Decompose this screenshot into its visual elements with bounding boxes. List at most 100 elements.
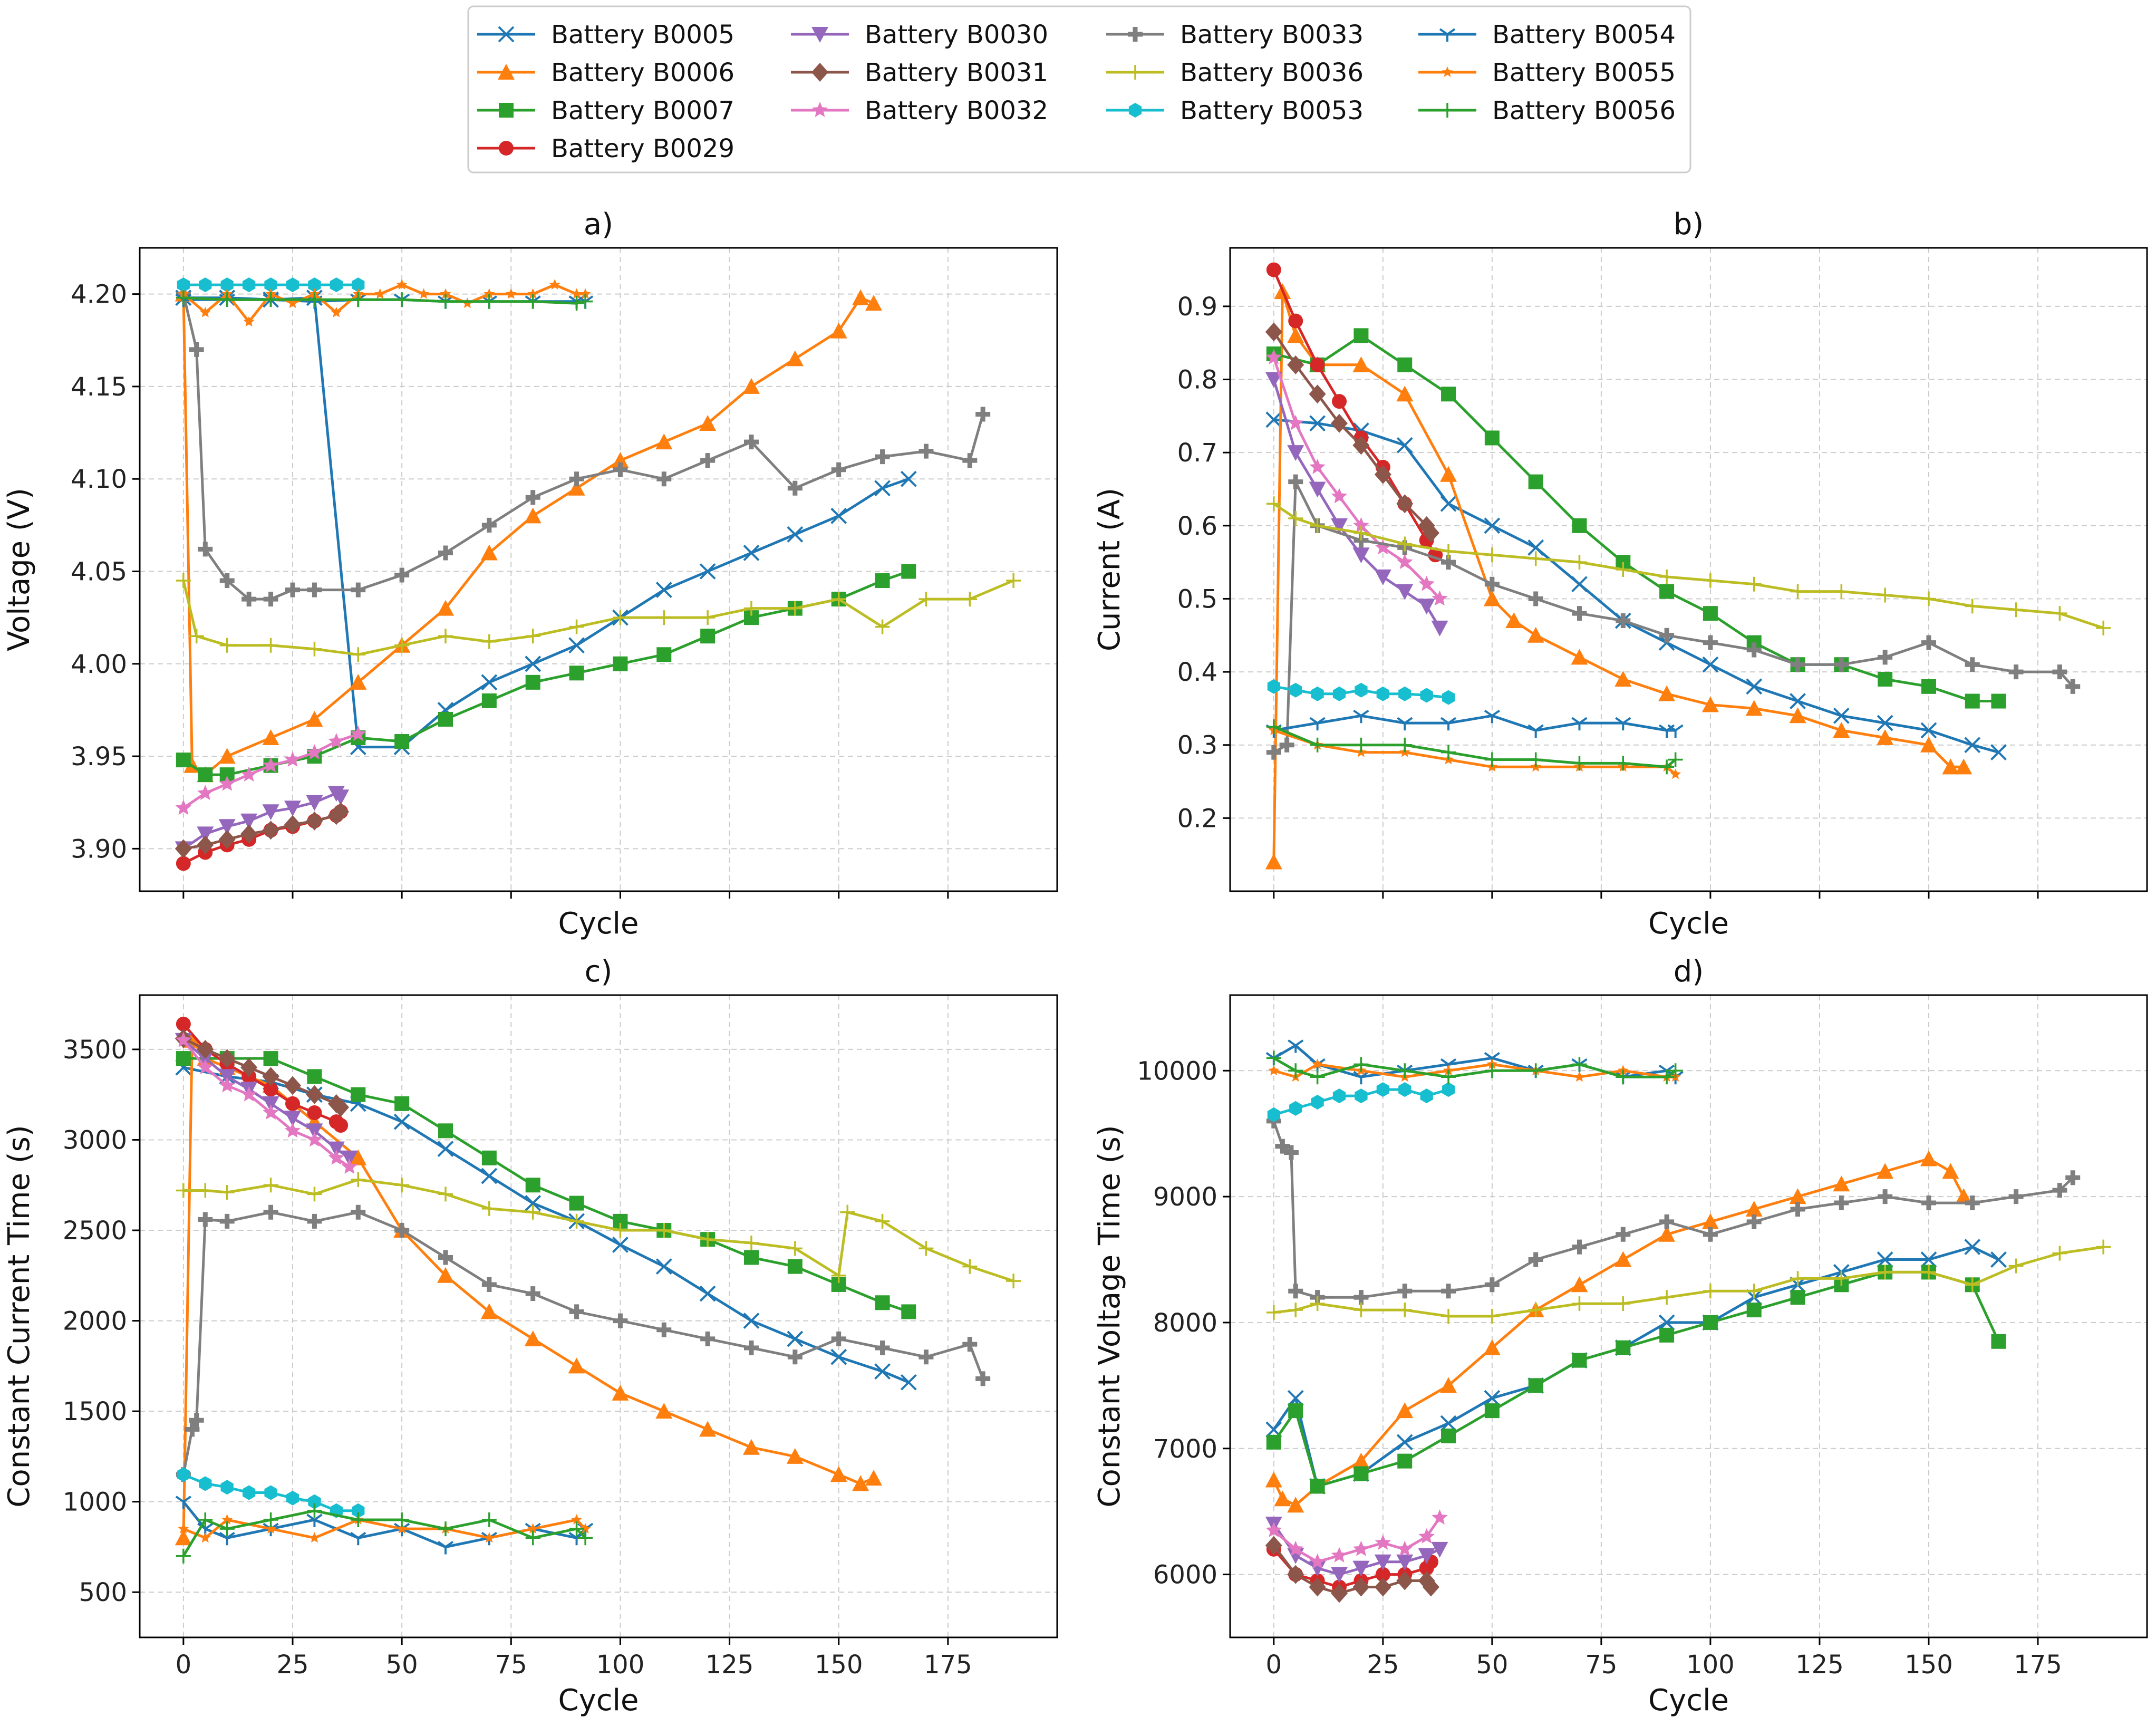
legend-item-battery-b0036[interactable]: Battery B0036 xyxy=(1106,58,1364,88)
data-point xyxy=(307,582,322,597)
data-point xyxy=(438,1250,453,1265)
data-point xyxy=(744,1250,759,1265)
data-point xyxy=(1920,1251,1937,1268)
y-axis-label: Voltage (V) xyxy=(2,488,36,651)
legend-item-battery-b0031[interactable]: Battery B0031 xyxy=(791,58,1048,88)
data-point xyxy=(1440,717,1457,731)
legend-label: Battery B0030 xyxy=(865,20,1048,50)
data-point xyxy=(394,292,410,307)
data-point xyxy=(1418,1548,1435,1564)
data-point xyxy=(1006,573,1021,589)
legend-item-battery-b0054[interactable]: Battery B0054 xyxy=(1418,20,1676,50)
panel-title: a) xyxy=(584,207,613,242)
data-point xyxy=(655,433,673,450)
data-point xyxy=(1572,1296,1587,1312)
data-point xyxy=(307,1105,322,1121)
data-point xyxy=(198,1512,213,1527)
data-point xyxy=(175,839,192,859)
data-point xyxy=(2008,1189,2024,1204)
data-point xyxy=(1878,587,1893,603)
data-point xyxy=(1309,1560,1326,1577)
data-point xyxy=(744,435,759,450)
data-point xyxy=(394,1096,410,1111)
data-point xyxy=(262,804,279,821)
series-battery-b0030 xyxy=(1265,372,1448,637)
data-point xyxy=(1353,328,1369,343)
data-point xyxy=(568,1357,585,1374)
data-point xyxy=(830,322,847,339)
legend: Battery B0005 Battery B0006 Battery B0007 B… xyxy=(467,5,1691,173)
data-point xyxy=(1352,1560,1370,1577)
data-point xyxy=(962,1337,978,1352)
data-point xyxy=(874,480,891,497)
data-point xyxy=(438,294,453,309)
data-point xyxy=(1310,1069,1325,1085)
data-point xyxy=(1942,1163,1959,1179)
data-point xyxy=(1670,768,1681,779)
data-point xyxy=(700,453,716,468)
data-point xyxy=(1275,1139,1290,1154)
data-point xyxy=(1790,1202,1805,1217)
data-point xyxy=(333,1118,349,1133)
data-point xyxy=(1574,1071,1585,1082)
data-point xyxy=(263,1204,278,1220)
data-point xyxy=(1878,1265,1893,1280)
data-point xyxy=(962,592,978,607)
data-point xyxy=(1266,1305,1281,1320)
data-point xyxy=(1265,372,1282,388)
data-point xyxy=(1483,590,1501,606)
legend-item-battery-b0007[interactable]: Battery B0007 xyxy=(477,96,734,126)
data-point xyxy=(1572,1353,1587,1368)
legend-item-battery-b0006[interactable]: Battery B0006 xyxy=(477,58,734,88)
legend-item-battery-b0053[interactable]: Battery B0053 xyxy=(1106,96,1364,126)
x-tick-label: 100 xyxy=(1686,1650,1735,1680)
data-point xyxy=(525,1204,540,1220)
data-point xyxy=(1442,1082,1455,1097)
data-point xyxy=(1287,355,1304,374)
y-tick-label: 2500 xyxy=(63,1216,127,1246)
legend-item-battery-b0029[interactable]: Battery B0029 xyxy=(477,134,734,163)
data-point xyxy=(2096,1239,2111,1255)
data-point xyxy=(438,545,453,561)
data-point xyxy=(1331,1567,1348,1583)
data-point xyxy=(569,1521,584,1537)
data-point xyxy=(484,288,495,299)
data-point xyxy=(1309,415,1326,432)
data-point xyxy=(263,1051,278,1066)
data-point xyxy=(700,610,716,625)
legend-item-battery-b0055[interactable]: Battery B0055 xyxy=(1418,58,1676,88)
data-point xyxy=(1309,481,1326,498)
legend-item-battery-b0005[interactable]: Battery B0005 xyxy=(477,20,734,50)
data-point xyxy=(525,1530,540,1546)
data-point xyxy=(613,1313,628,1328)
data-point xyxy=(1528,551,1543,566)
data-point xyxy=(1267,1107,1280,1122)
data-point xyxy=(875,1341,890,1356)
series-line xyxy=(1273,1063,1676,1078)
data-point xyxy=(1352,1452,1370,1469)
data-point xyxy=(219,292,235,307)
data-point xyxy=(306,1085,323,1104)
x-tick-label: 150 xyxy=(815,1650,863,1680)
legend-label: Battery B0007 xyxy=(551,96,734,126)
data-point xyxy=(1441,745,1456,760)
data-point xyxy=(1287,327,1304,343)
x-tick-label: 175 xyxy=(2014,1650,2062,1680)
y-tick-label: 0.7 xyxy=(1177,438,1217,468)
legend-item-battery-b0030[interactable]: Battery B0030 xyxy=(791,20,1048,50)
legend-item-battery-b0032[interactable]: Battery B0032 xyxy=(791,96,1048,126)
data-point xyxy=(743,1313,760,1329)
data-point xyxy=(656,1322,672,1337)
data-point xyxy=(1703,573,1718,588)
series-battery-b0036 xyxy=(1266,1239,2111,1324)
data-point xyxy=(1287,1565,1304,1584)
legend-item-battery-b0033[interactable]: Battery B0033 xyxy=(1106,20,1364,50)
data-point xyxy=(284,751,301,767)
data-point xyxy=(1312,1058,1323,1069)
legend-item-battery-b0056[interactable]: Battery B0056 xyxy=(1418,96,1676,126)
legend-marker-plus-icon xyxy=(1128,27,1143,42)
data-point xyxy=(699,563,716,580)
data-point xyxy=(218,748,236,764)
data-point xyxy=(306,1131,323,1147)
data-point xyxy=(1397,1303,1413,1318)
